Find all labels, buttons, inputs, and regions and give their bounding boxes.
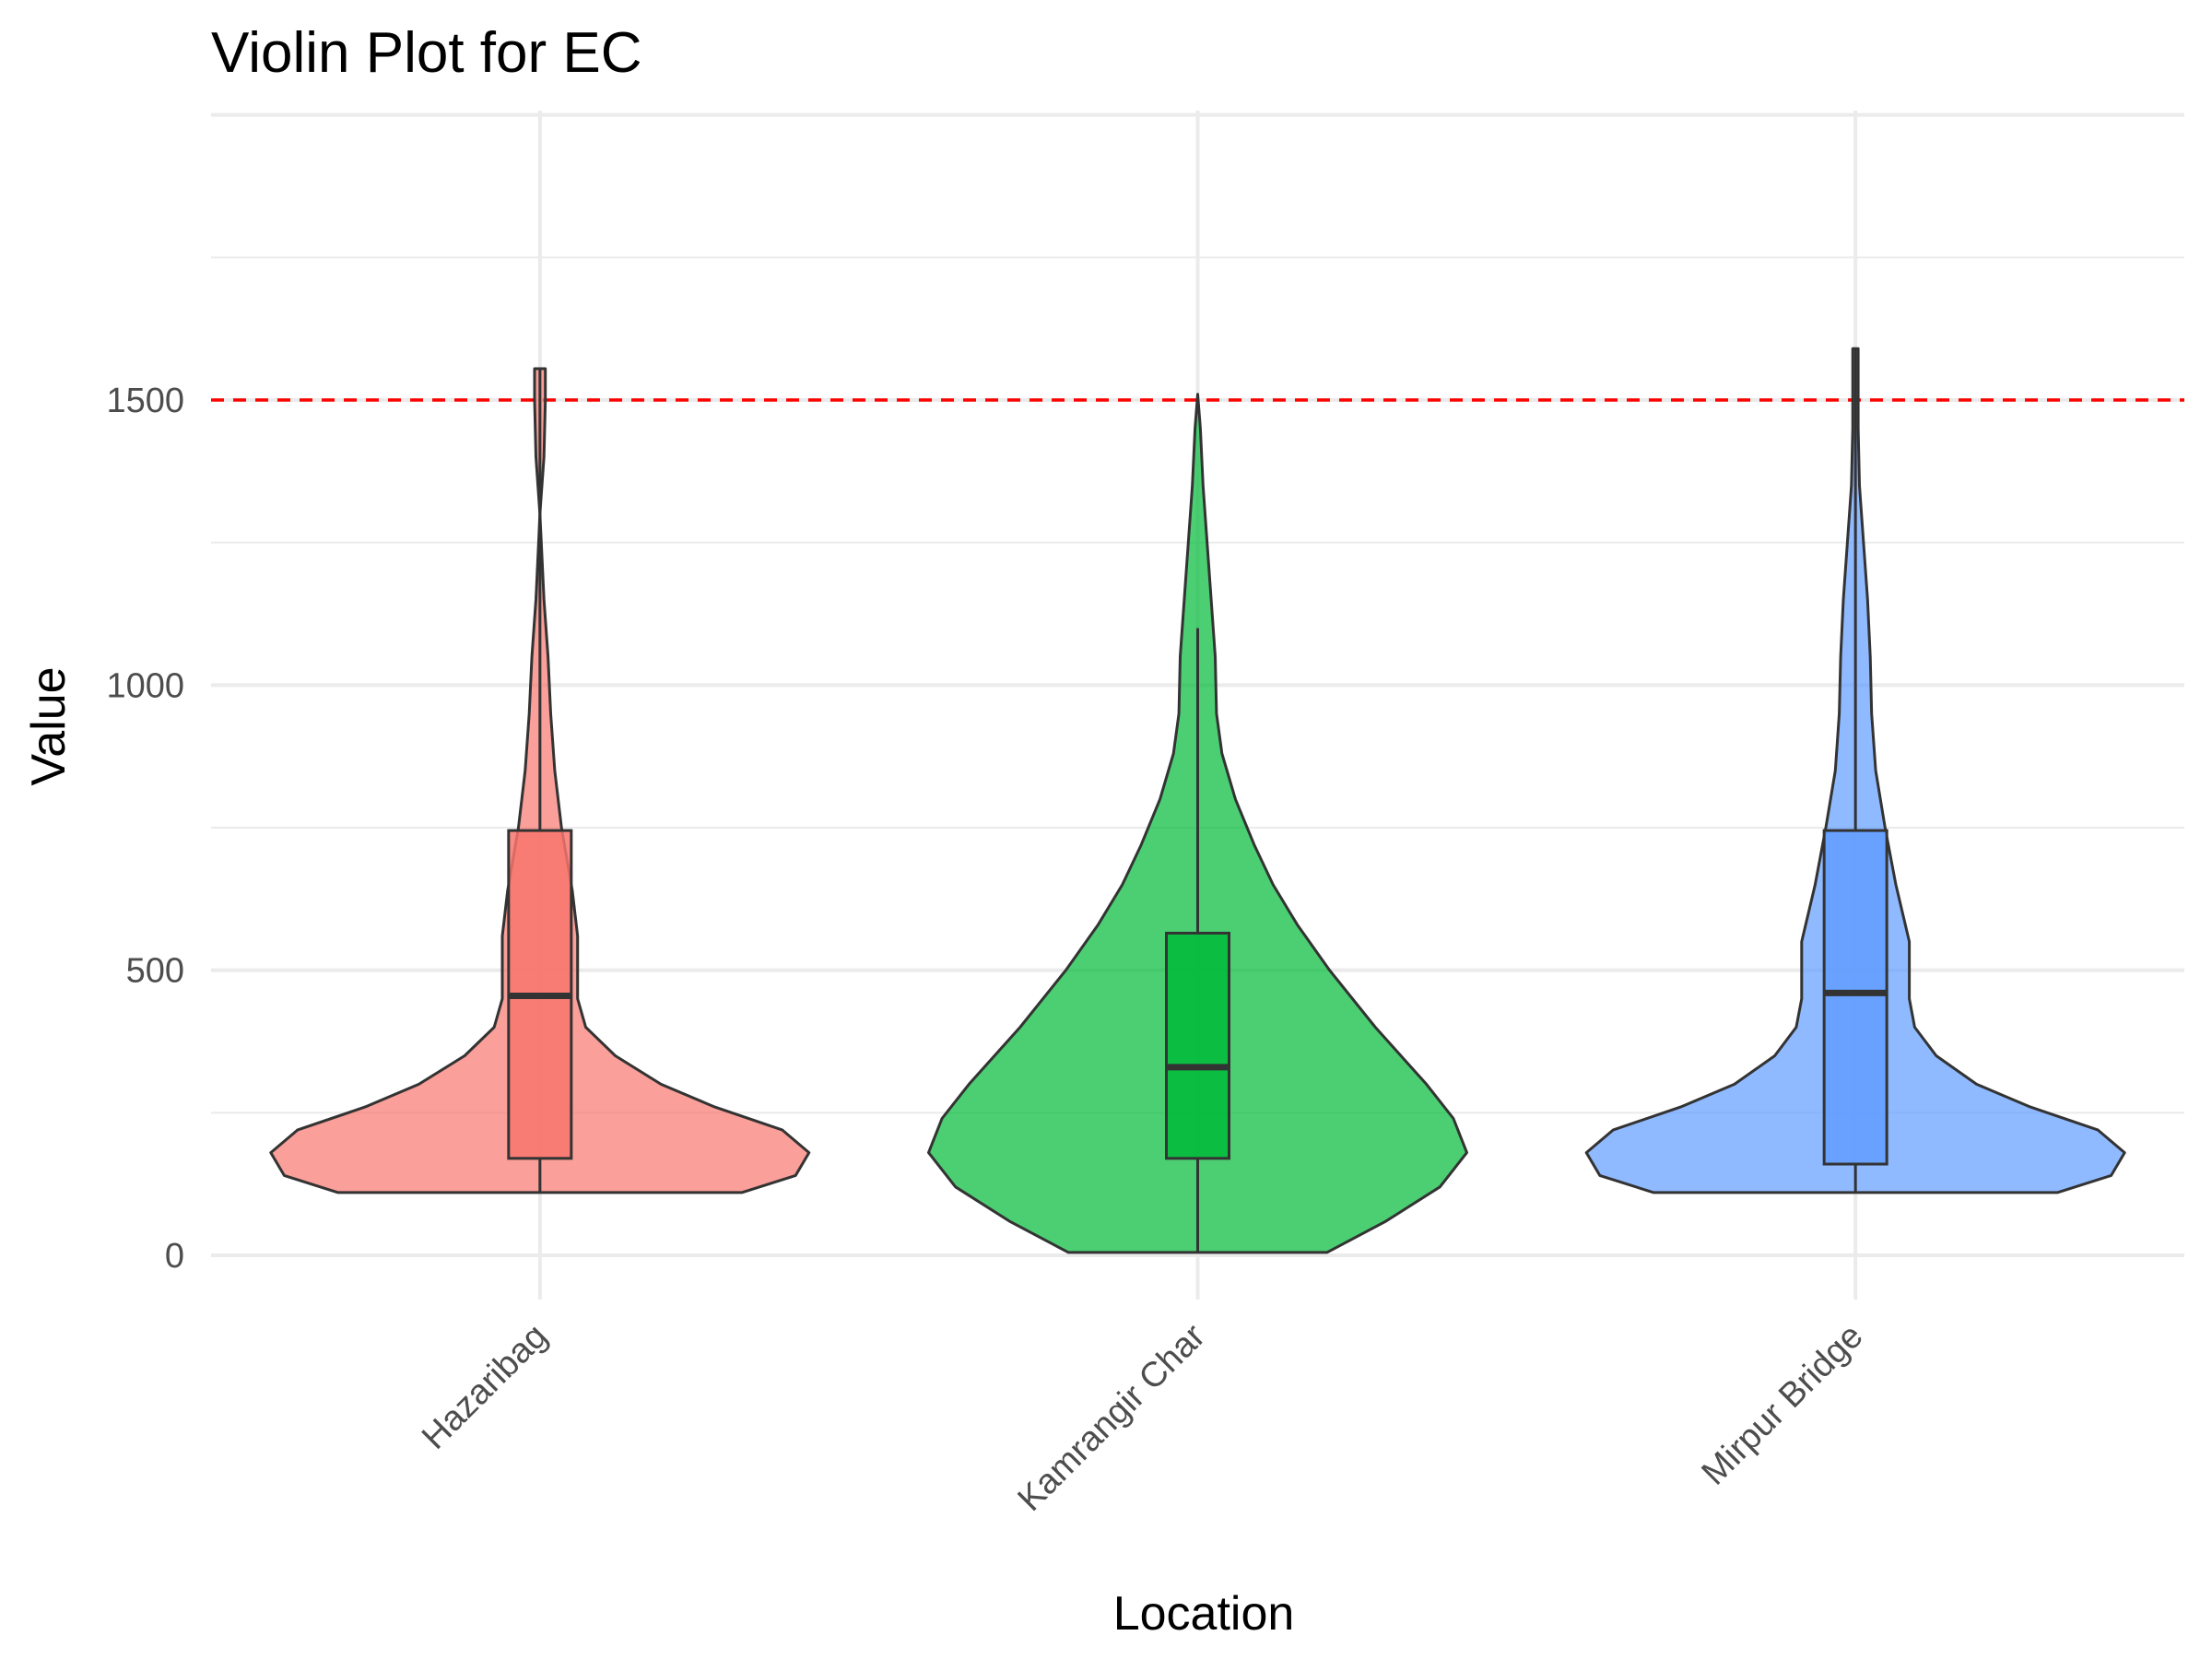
- box-3: [1822, 829, 1888, 1166]
- y-tick-label: 500: [126, 952, 184, 991]
- y-tick-label: 0: [165, 1237, 184, 1276]
- box-2: [1165, 931, 1230, 1160]
- x-axis-title: Location: [1113, 1587, 1295, 1641]
- x-tick-label: Kamrangir Char: [1011, 1316, 1214, 1519]
- y-axis-title: Value: [22, 666, 76, 785]
- chart-title: Violin Plot for EC: [211, 21, 642, 85]
- violins: [269, 347, 2126, 1254]
- x-tick-label: Hazaribag: [415, 1317, 555, 1457]
- y-tick-label: 1500: [106, 382, 184, 420]
- y-tick-labels: 0 500 1000 1500: [106, 382, 184, 1276]
- x-tick-labels: Hazaribag Kamrangir Char Mirpur Bridge: [415, 1316, 1871, 1519]
- x-tick-label: Mirpur Bridge: [1695, 1317, 1871, 1493]
- y-tick-label: 1000: [106, 666, 184, 705]
